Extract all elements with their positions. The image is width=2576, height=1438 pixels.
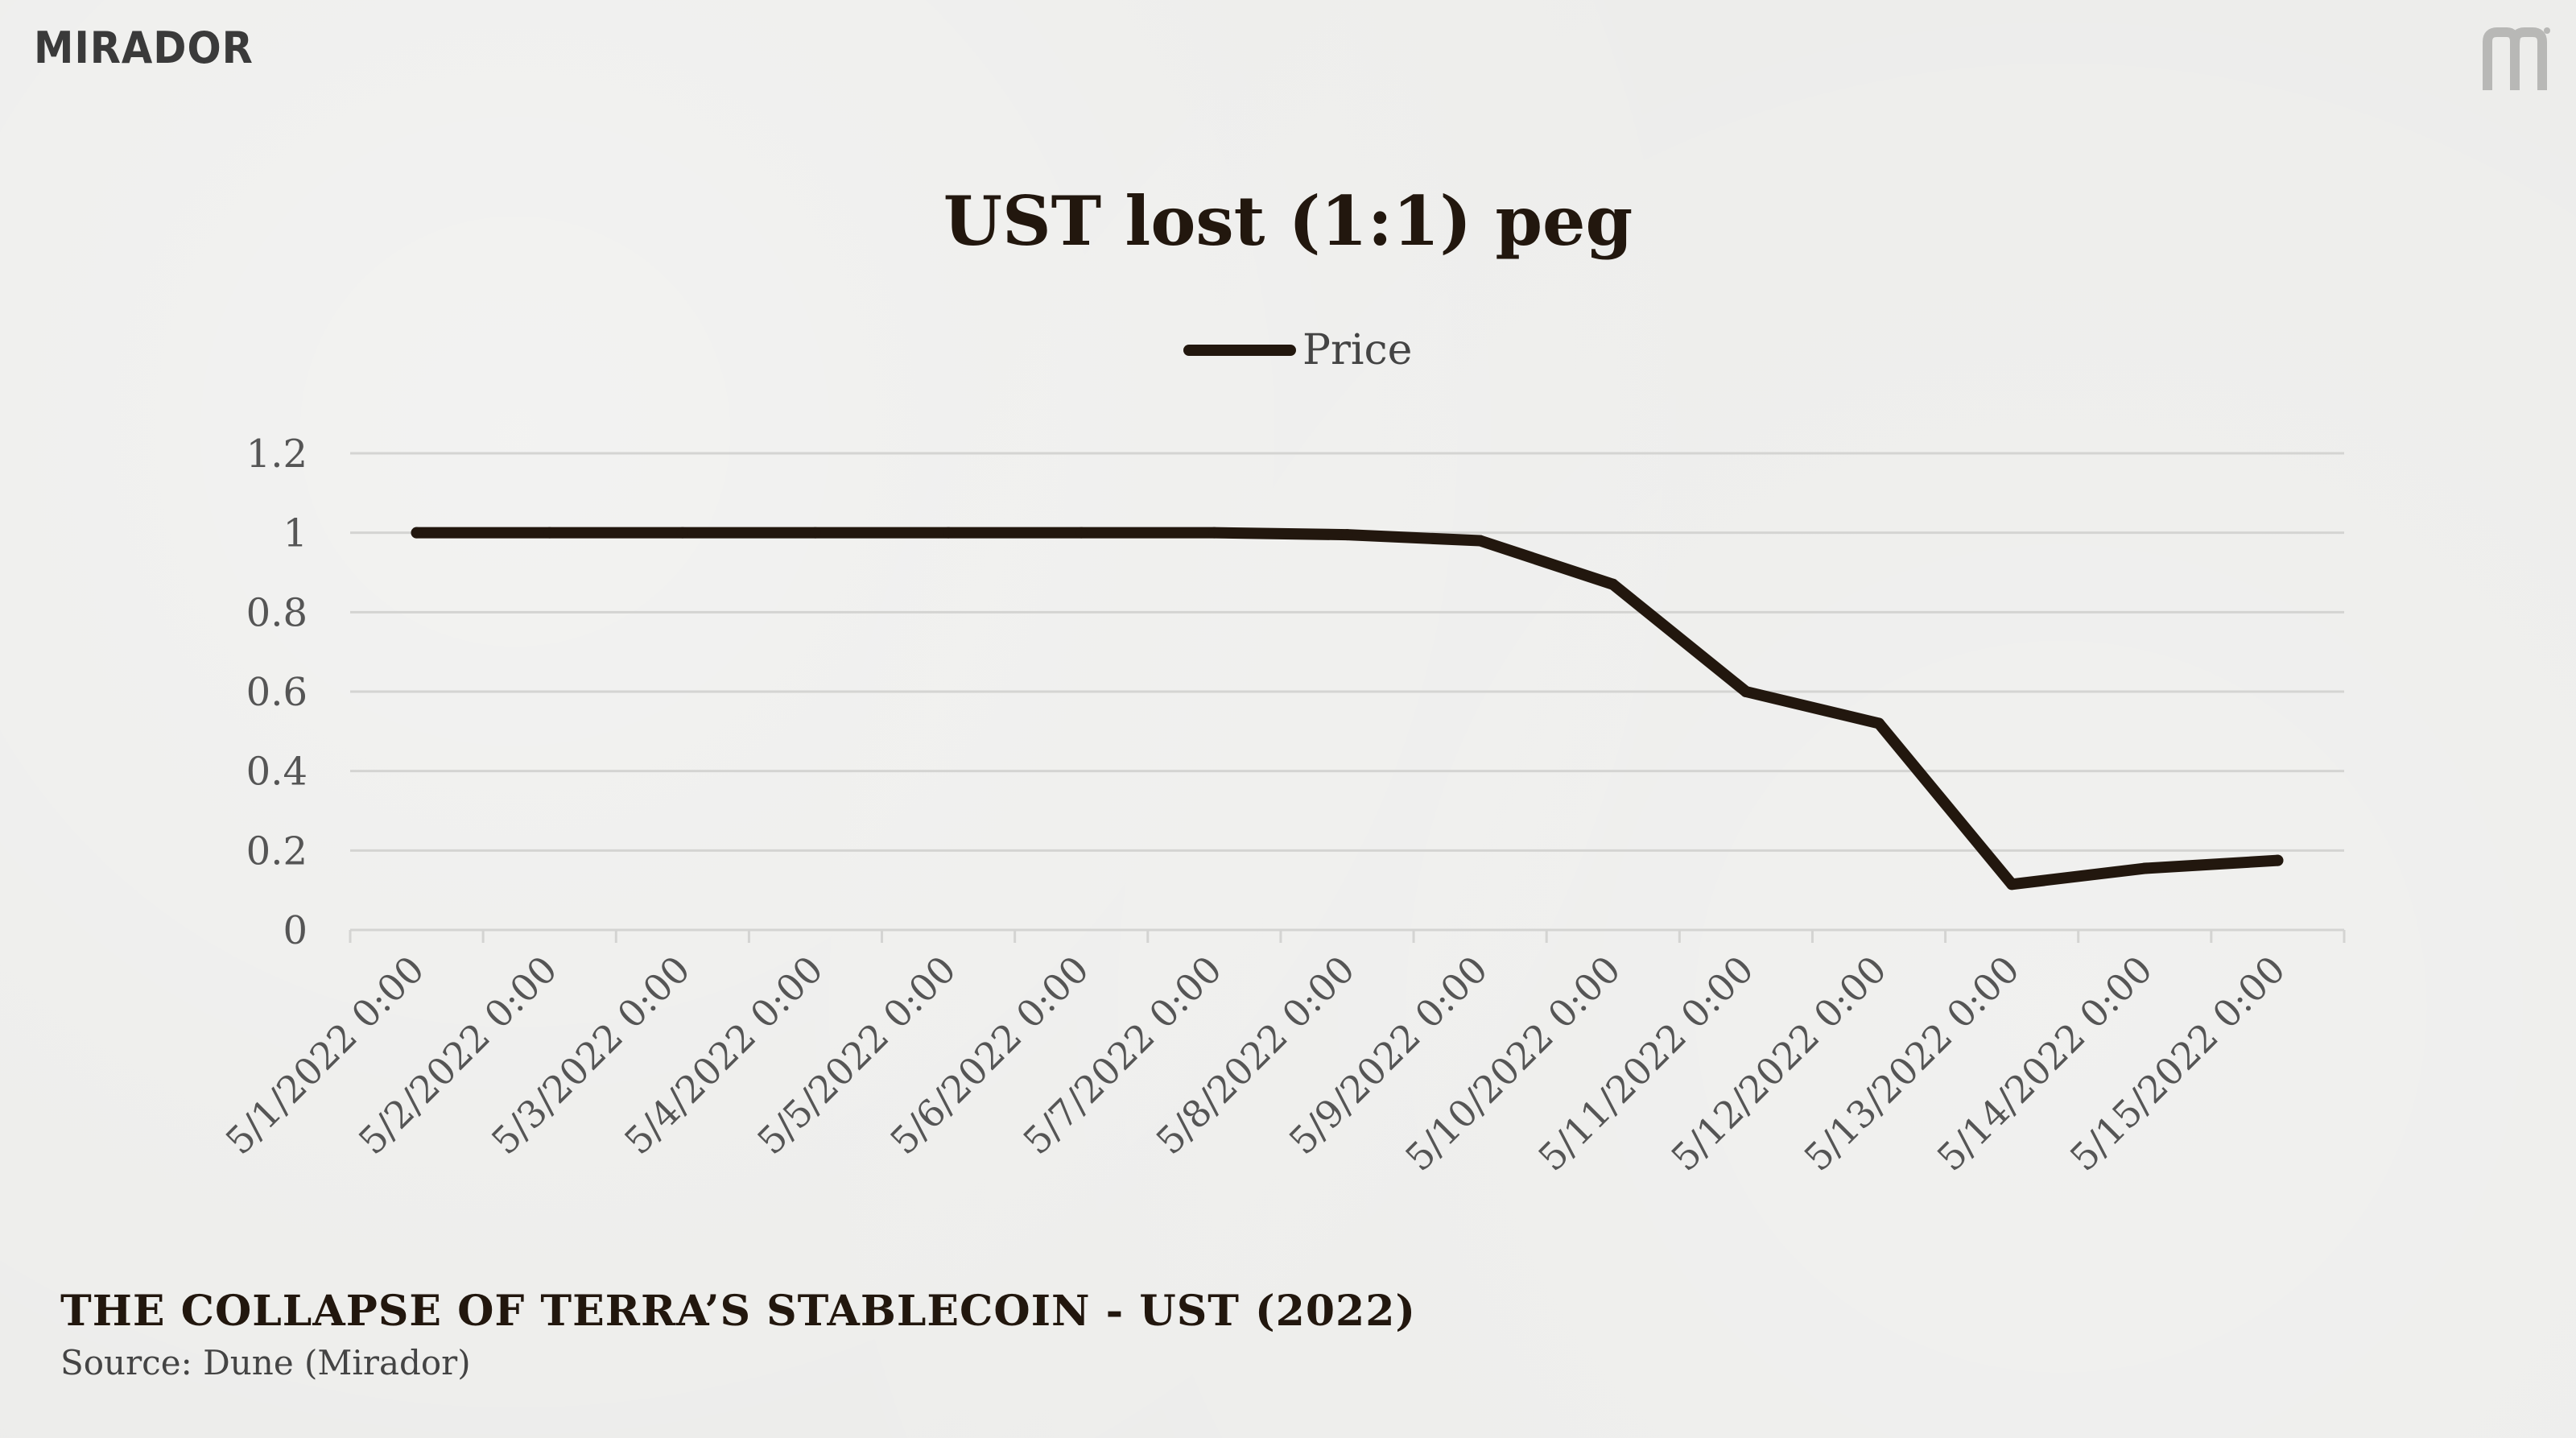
mirador-m-icon <box>2483 27 2550 90</box>
series-line-price <box>411 527 2284 890</box>
data-point <box>543 527 555 539</box>
legend-label-price: Price <box>1302 326 1413 374</box>
y-tick-label: 0.6 <box>246 670 308 715</box>
legend-swatch-price <box>1183 345 1296 356</box>
y-tick-label: 0.2 <box>246 829 308 874</box>
brand-logo: MIRADOR <box>34 23 254 73</box>
chart-legend: Price <box>1183 326 1412 374</box>
y-tick-label: 1.2 <box>246 432 308 477</box>
y-tick-label: 0 <box>283 908 308 953</box>
data-point <box>1341 529 1353 541</box>
data-point <box>943 527 955 539</box>
footer-title: THE COLLAPSE OF TERRA’S STABLECOIN - UST… <box>60 1287 1416 1336</box>
data-point <box>2139 862 2151 874</box>
y-tick-label: 0.4 <box>246 750 308 795</box>
data-point <box>1474 535 1486 547</box>
data-point <box>1607 578 1619 590</box>
data-point <box>1873 717 1885 729</box>
footer-source: Source: Dune (Mirador) <box>60 1343 471 1382</box>
y-tick-label: 1 <box>283 511 308 556</box>
chart-title: UST lost (1:1) peg <box>943 181 1633 261</box>
data-point <box>411 527 423 539</box>
data-point <box>2006 878 2018 890</box>
data-point <box>1740 686 1752 697</box>
data-point <box>1208 527 1220 539</box>
data-point <box>676 527 688 539</box>
data-point <box>1075 527 1088 539</box>
data-point <box>2272 854 2284 866</box>
y-tick-label: 0.8 <box>246 590 308 635</box>
data-point <box>809 527 821 539</box>
